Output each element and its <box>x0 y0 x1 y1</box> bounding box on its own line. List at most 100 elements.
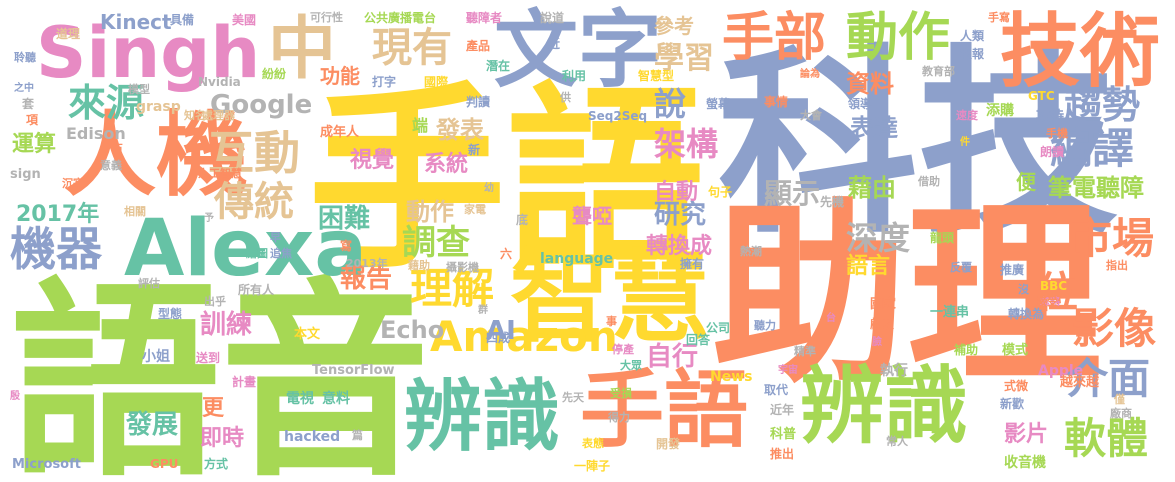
word: Google <box>210 90 313 120</box>
word: 國際 <box>424 75 449 89</box>
word: hacked <box>284 429 341 445</box>
word: 群 <box>478 305 488 316</box>
word: 視覺 <box>350 148 395 173</box>
word: 沉寂 <box>62 177 84 190</box>
word: 新 <box>468 143 481 157</box>
word: 擁有 <box>680 257 705 271</box>
word: 一陣子 <box>574 459 611 473</box>
word: 新歡 <box>1000 397 1025 411</box>
word: 予 <box>204 213 214 224</box>
word: 事 <box>606 315 617 328</box>
word: 寫 <box>340 239 353 253</box>
word: 市場 <box>1070 214 1155 263</box>
word: 推廣 <box>1000 263 1025 277</box>
word: 智慧型 <box>638 69 675 83</box>
word: 處理器 <box>202 109 235 122</box>
word: 手寫 <box>988 11 1010 24</box>
word: 顯示 <box>764 177 821 210</box>
word: 推出 <box>770 447 795 461</box>
word: 中 <box>268 10 337 89</box>
word: 臉 <box>872 337 882 348</box>
word: 早 <box>270 231 281 244</box>
word: 期待 <box>1036 109 1064 125</box>
word: 近年 <box>770 403 795 417</box>
word: Amazon <box>430 312 618 361</box>
word: 利用 <box>562 69 587 83</box>
word: 公司 <box>706 321 731 335</box>
word: 編譯 <box>1050 124 1135 173</box>
word: 熱潮 <box>740 245 762 258</box>
word: 評估 <box>138 277 160 290</box>
word: 研究 <box>654 200 707 230</box>
word: 出乎 <box>204 295 226 308</box>
word: 一連串 <box>930 305 970 320</box>
word: 接受 <box>1036 295 1058 308</box>
word: 辨識 <box>404 372 561 462</box>
word: 互動 <box>208 126 300 180</box>
word: 句子 <box>708 185 733 199</box>
word: 式微 <box>1004 379 1029 393</box>
word: 執行 <box>880 363 908 379</box>
word: 自行 <box>646 342 699 372</box>
word: 供 <box>560 91 571 104</box>
word: 助理 <box>712 182 1102 409</box>
word: 聾啞 <box>572 204 612 228</box>
word: 2013年 <box>346 257 388 270</box>
word: 2017年 <box>16 202 100 227</box>
word: 殷 <box>10 391 20 402</box>
word: Singh <box>36 12 261 94</box>
word: 廠商 <box>1110 407 1132 420</box>
word: 機器 <box>10 222 102 276</box>
word: 道理 <box>56 27 81 41</box>
word: 人工智慧 <box>198 167 242 180</box>
word: 打字 <box>372 75 397 89</box>
word: 更 <box>202 396 225 421</box>
word: 教育部 <box>922 65 955 78</box>
word: Nvidia <box>198 75 241 89</box>
word: 精準 <box>794 345 816 358</box>
word: 報告 <box>340 264 393 294</box>
word: 之中 <box>14 83 34 94</box>
word: 困難 <box>318 204 371 234</box>
word: 系統 <box>424 152 469 177</box>
word: 龍頭 <box>930 231 955 245</box>
word: 幼 <box>484 183 494 194</box>
word: 件 <box>960 137 970 148</box>
word: 產品 <box>466 39 491 53</box>
word: 顧及 <box>870 317 895 331</box>
word: 位 <box>1036 268 1079 317</box>
word: 意義 <box>100 159 122 172</box>
word: 受損 <box>610 387 632 400</box>
word: 轉換為 <box>1008 307 1045 321</box>
word: 說 <box>654 85 687 123</box>
word: 國家 <box>870 297 897 312</box>
word: 語言 <box>846 254 891 279</box>
word: 筆電聽障 <box>1048 174 1144 202</box>
word: 意料 <box>322 391 350 407</box>
word: 套 <box>22 97 35 111</box>
word: GTC <box>1028 89 1055 103</box>
word: 傳統 <box>214 179 294 225</box>
word: 具備 <box>170 13 195 27</box>
word: 藉由 <box>848 174 896 202</box>
word: 功能 <box>320 64 360 88</box>
word: 技術 <box>1000 5 1160 98</box>
word: Seq2Seq <box>588 109 648 123</box>
word: 方式 <box>204 457 229 471</box>
word: 本文 <box>294 327 321 342</box>
word: 手語 <box>580 361 749 459</box>
word: 停產 <box>612 343 634 356</box>
word: 補助 <box>954 343 979 357</box>
word: 發表 <box>436 116 484 144</box>
word: 模型 <box>128 83 150 96</box>
word: 先機 <box>820 195 845 209</box>
word: 先天 <box>562 391 584 404</box>
word: 大會 <box>800 109 822 122</box>
word: 繪圖 <box>246 247 268 260</box>
word: 說道 <box>540 11 565 25</box>
word: 人類 <box>960 29 985 43</box>
word: 占 <box>112 141 123 154</box>
word: GPU <box>150 457 179 471</box>
word: 近 <box>548 37 561 51</box>
